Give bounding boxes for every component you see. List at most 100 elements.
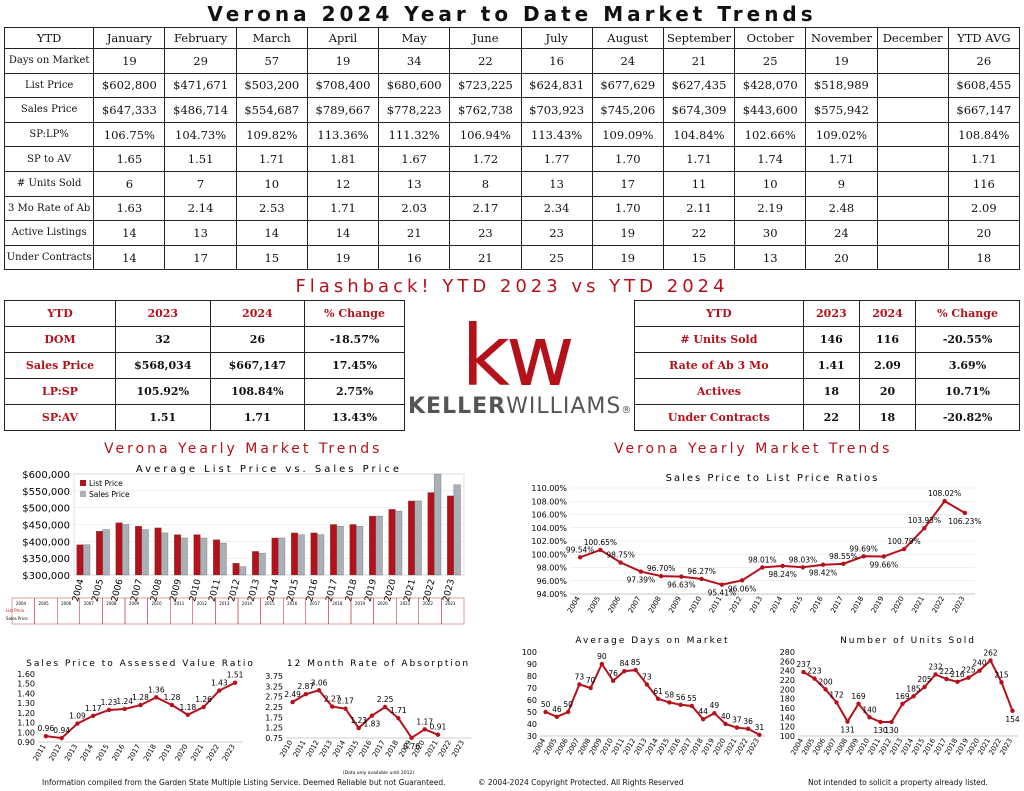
data-label: 262 — [983, 648, 998, 657]
data-label: 1.09 — [69, 712, 86, 721]
table-cell: 1.67 — [378, 146, 451, 172]
table-cell: 17 — [591, 170, 664, 197]
data-label: 237 — [796, 660, 811, 669]
table-cell: 18 — [947, 244, 1021, 271]
y-tick-label: $550,000 — [22, 487, 70, 498]
data-table-year: 2009 — [129, 601, 140, 606]
row-label: # Units Sold — [3, 170, 95, 197]
data-label: 40 — [721, 712, 731, 721]
data-label: 46 — [552, 705, 562, 714]
x-tick-label: 2021 — [189, 743, 205, 762]
data-point — [999, 680, 1004, 685]
units-sold-chart: Number of Units Sold10012014016018020022… — [780, 636, 1020, 756]
table-cell: 1.70 — [591, 195, 664, 222]
x-tick-label: 2023 — [450, 739, 466, 758]
table-cell: 14 — [306, 220, 380, 246]
data-point — [369, 713, 375, 718]
data-point — [800, 565, 806, 570]
bar-list-price — [252, 551, 260, 576]
table-header: May — [378, 27, 451, 49]
bar-sales-price — [336, 526, 344, 576]
footer-center: © 2004-2024 Copyright Protected. All Rig… — [478, 778, 684, 787]
x-tick-label: 2013 — [247, 578, 263, 603]
table-cell: 22 — [662, 220, 736, 246]
data-table-year: 2007 — [84, 601, 95, 606]
data-point — [303, 691, 309, 697]
data-label: 0.96 — [38, 724, 55, 733]
data-label: 44 — [698, 707, 708, 716]
data-label: 56 — [676, 693, 686, 702]
x-tick-label: 2013 — [63, 743, 79, 762]
table-cell: 14 — [93, 244, 166, 271]
y-tick-label: 100.00% — [531, 550, 567, 559]
bar-sales-price — [180, 537, 188, 576]
x-tick-label: 2008 — [149, 578, 165, 603]
x-tick-label: 2019 — [870, 595, 886, 614]
data-point — [232, 680, 238, 685]
data-table-row-label: Sales Price — [6, 616, 28, 621]
x-tick-label: 2011 — [708, 595, 724, 614]
data-label: 1.17 — [85, 704, 102, 713]
table-row: # Units Sold 6 7 10 12 13 8 13 17 11 10 9 116 — [3, 170, 1021, 197]
data-label: 1.36 — [148, 685, 165, 694]
compare-cell: $568,034 — [114, 352, 211, 379]
bar-list-price — [388, 509, 396, 576]
table-cell — [876, 146, 949, 172]
y-tick-label: 140 — [780, 713, 795, 722]
y-tick-label: 40 — [527, 720, 537, 729]
data-table-year: 2013 — [219, 601, 230, 606]
table-cell: 20 — [805, 244, 878, 271]
row-label: SP:LP% — [3, 121, 95, 148]
y-tick-label: $300,000 — [22, 571, 70, 582]
table-header: March — [235, 27, 308, 49]
bar-sales-price — [395, 510, 403, 576]
table-cell: $503,200 — [235, 72, 308, 99]
table-cell: 1.81 — [306, 146, 380, 172]
data-label: 223 — [807, 667, 822, 676]
bar-sales-price — [200, 537, 208, 576]
table-cell: $677,629 — [591, 72, 664, 99]
compare-cell: 2.09 — [858, 352, 917, 379]
data-point — [689, 703, 695, 709]
table-cell: 12 — [306, 170, 380, 197]
y-tick-label: 90 — [527, 660, 537, 669]
table-cell: 111.32% — [378, 121, 451, 148]
table-cell: 104.84% — [662, 121, 736, 148]
data-point — [610, 678, 616, 683]
bar-list-price — [193, 534, 201, 576]
compare-row: Actives 18 20 10.71% — [634, 378, 1020, 405]
table-cell — [876, 195, 949, 222]
bar-sales-price — [317, 534, 325, 576]
table-header: September — [662, 27, 736, 49]
chart-title: 12 Month Rate of Absorption — [287, 659, 470, 669]
data-point — [638, 569, 644, 574]
data-label: 99.66% — [870, 561, 899, 570]
table-cell: 9 — [805, 170, 878, 197]
row-label: SP to AV — [3, 146, 95, 172]
data-table-year: 2008 — [106, 601, 117, 606]
bar-sales-price — [239, 566, 247, 576]
data-label: 100.65% — [584, 538, 617, 547]
data-label: 50 — [541, 700, 551, 709]
data-label: 0.91 — [430, 723, 447, 732]
table-cell: 21 — [449, 244, 522, 271]
data-table-year: 2022 — [423, 601, 434, 606]
compare-header: 2024 — [858, 300, 917, 327]
table-cell: 116 — [947, 170, 1021, 197]
data-label: 73 — [642, 672, 652, 681]
data-point — [812, 676, 817, 681]
table-cell: 1.65 — [93, 146, 166, 172]
chart-title: Sales Price to Assessed Value Ratio — [26, 659, 255, 669]
x-tick-label: 2012 — [48, 743, 64, 762]
data-label: 131 — [840, 726, 855, 735]
table-cell: 1.71 — [662, 146, 736, 172]
data-label: 2.17 — [337, 697, 354, 706]
table-cell: 19 — [306, 48, 380, 74]
y-tick-label: 240 — [780, 667, 795, 676]
data-label: 240 — [972, 659, 987, 668]
table-cell: 7 — [164, 170, 237, 197]
y-tick-label: 110.00% — [531, 484, 567, 493]
data-point — [739, 578, 745, 583]
row-label: Under Contracts — [3, 244, 95, 271]
data-label: 98.01% — [748, 555, 777, 564]
